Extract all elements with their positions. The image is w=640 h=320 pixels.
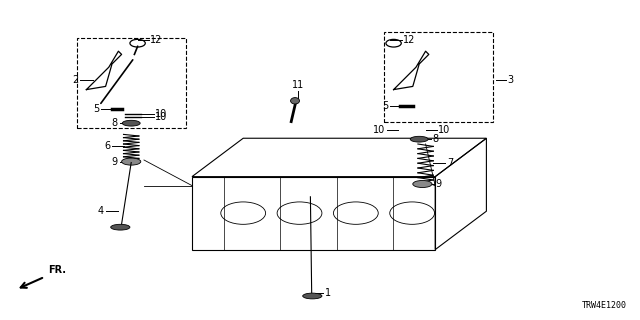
Text: 9: 9 xyxy=(111,156,118,167)
Ellipse shape xyxy=(111,224,130,230)
Text: 10: 10 xyxy=(438,124,451,135)
Text: FR.: FR. xyxy=(48,265,66,275)
Text: 6: 6 xyxy=(104,140,110,151)
Ellipse shape xyxy=(291,98,300,104)
Text: 3: 3 xyxy=(507,75,513,85)
Text: 5: 5 xyxy=(382,100,388,111)
Text: 10: 10 xyxy=(155,112,167,122)
Ellipse shape xyxy=(122,158,141,165)
Text: 12: 12 xyxy=(150,35,163,45)
Ellipse shape xyxy=(410,136,428,142)
Text: 12: 12 xyxy=(403,35,415,45)
Text: 7: 7 xyxy=(447,158,453,168)
Text: TRW4E1200: TRW4E1200 xyxy=(582,301,627,310)
Text: 9: 9 xyxy=(436,179,442,189)
Text: 10: 10 xyxy=(155,108,167,119)
Text: 4: 4 xyxy=(97,206,104,216)
Text: 1: 1 xyxy=(325,288,332,298)
Ellipse shape xyxy=(413,180,432,188)
Text: 8: 8 xyxy=(111,118,118,128)
Ellipse shape xyxy=(303,293,322,299)
Text: 5: 5 xyxy=(93,104,99,114)
Text: 10: 10 xyxy=(373,124,385,135)
Text: 8: 8 xyxy=(432,134,438,144)
Ellipse shape xyxy=(122,120,140,126)
Text: 2: 2 xyxy=(72,75,78,85)
Text: 11: 11 xyxy=(291,80,304,90)
